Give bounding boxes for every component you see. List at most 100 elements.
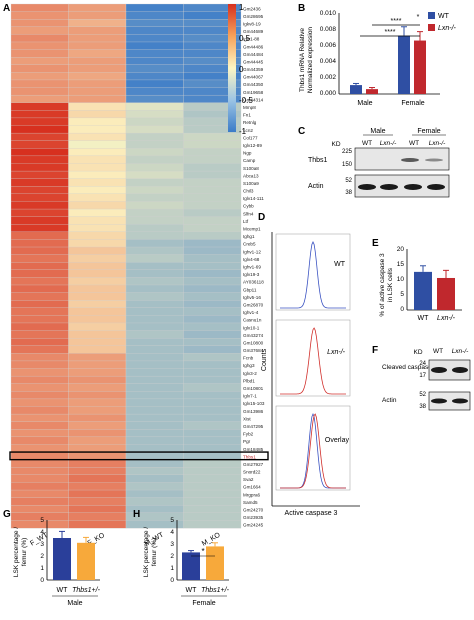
heatmap-cell	[183, 254, 242, 263]
heatmap-cell	[10, 459, 69, 468]
heatmap-cell	[125, 224, 184, 233]
heatmap-cell	[125, 239, 184, 248]
color-scale-bar	[228, 4, 236, 132]
heatmap-cell	[183, 360, 242, 369]
heatmap-cell	[125, 482, 184, 491]
blot-band	[401, 158, 419, 162]
heatmap-cell	[125, 163, 184, 172]
heatmap-gene-label: Cybb	[243, 204, 254, 209]
panel-label-e: E	[372, 238, 379, 249]
flow-histograms	[275, 233, 351, 491]
heatmap-cell	[68, 163, 127, 172]
heatmap-cell	[125, 459, 184, 468]
heatmap-cell	[125, 170, 184, 180]
heatmap-gene-label: Col177	[243, 135, 258, 140]
heatmap-cell	[125, 87, 184, 96]
bar	[182, 552, 200, 580]
heatmap-cell	[10, 262, 69, 271]
heatmap-cell	[10, 337, 69, 347]
heatmap-cell	[10, 87, 69, 96]
heatmap-cell	[68, 155, 127, 164]
panel-b-ylabel-line1: Thbs1 mRNA Relative	[299, 28, 306, 92]
heatmap-cell	[68, 474, 127, 483]
heatmap-cell	[68, 186, 127, 195]
heatmap-cell	[125, 337, 184, 347]
heatmap-cell	[125, 421, 184, 430]
heatmap-cell	[68, 19, 127, 28]
heatmap-cell	[68, 512, 127, 521]
heatmap-cell	[10, 49, 69, 58]
panel-b-bars	[350, 26, 426, 94]
heatmap-gene-label: Abca13	[243, 173, 259, 178]
blot-band-label: Actin	[308, 183, 324, 190]
heatmap-cell	[125, 64, 184, 73]
heatmap-cell	[125, 345, 184, 354]
heatmap-gene-label: Iglv14-111	[243, 196, 264, 201]
heatmap-cell	[183, 178, 242, 187]
panel-e-yaxis: 20 15 10 5 0	[397, 246, 405, 313]
bar	[437, 277, 455, 310]
heatmap-cell	[68, 391, 127, 400]
histogram-frame	[275, 319, 351, 397]
heatmap-cell	[125, 284, 184, 293]
y-tick-label: 0.008	[320, 26, 337, 33]
heatmap-cell	[125, 41, 184, 50]
heatmap-gene-label: Ighg3	[243, 363, 255, 368]
heatmap-cell	[68, 64, 127, 73]
heatmap-cell	[10, 482, 69, 491]
y-tick-label: 5	[40, 517, 44, 524]
heatmap-cell	[68, 383, 127, 392]
heatmap-cell	[125, 269, 184, 278]
heatmap-cell	[125, 330, 184, 339]
blot-strip-actin	[354, 174, 450, 198]
kd-marker: 52	[419, 392, 426, 398]
blot-strip-thbs1	[354, 147, 450, 171]
heatmap-cell	[68, 345, 127, 354]
heatmap-cell	[68, 201, 127, 210]
bar	[414, 40, 426, 94]
heatmap-gene-label: Iglv1-88	[243, 37, 260, 42]
heatmap-gene-label: Gm10801	[243, 386, 264, 391]
heatmap-cell	[10, 216, 69, 225]
panel-g-bars	[53, 530, 95, 580]
heatmap-cell	[10, 360, 69, 369]
blot-strip-actin	[428, 391, 471, 411]
panel-h-bars	[182, 542, 224, 580]
heatmap-cell	[68, 330, 127, 339]
heatmap-cell	[125, 125, 184, 134]
heatmap-cell	[183, 186, 242, 195]
heatmap-gene-label: Gm44314	[243, 97, 264, 102]
heatmap-cell	[68, 459, 127, 468]
heatmap-cell	[10, 345, 69, 354]
heatmap-cell	[68, 467, 127, 476]
heatmap-cell	[10, 406, 69, 415]
heatmap-cell	[125, 49, 184, 58]
legend-label-ko: Lxn-/-	[438, 25, 457, 32]
heatmap-cell	[68, 375, 127, 385]
kd-label: KD	[331, 141, 340, 148]
heatmap-col-label: M_KO	[201, 531, 222, 547]
heatmap-cell	[10, 429, 69, 438]
heatmap-gene-label: Gm44689	[243, 29, 264, 34]
heatmap-gene-label: Casnu1n	[243, 318, 262, 323]
heatmap-gene-label: Creb5	[243, 242, 256, 247]
heatmap-cell	[125, 201, 184, 210]
heatmap-cell	[183, 170, 242, 180]
heatmap-cell	[68, 216, 127, 225]
heatmap-cell	[68, 322, 127, 331]
bar	[206, 546, 224, 580]
heatmap-cell	[10, 451, 69, 461]
heatmap-cell	[68, 102, 127, 111]
heatmap-cell	[10, 125, 69, 134]
heatmap-cell	[125, 429, 184, 438]
heatmap-gene-label: Gm37684	[243, 348, 264, 353]
heatmap-cell	[125, 451, 184, 461]
heatmap-gene-label: Gm23935	[243, 515, 264, 520]
heatmap-cell	[183, 497, 242, 506]
y-tick-label: 0	[40, 577, 44, 584]
panel-g-ylabel-line1: LSK percentage /	[13, 527, 20, 577]
heatmap-gene-label: Mrgpra6	[243, 492, 261, 497]
heatmap-cell	[10, 3, 69, 12]
bar	[398, 35, 410, 94]
group-label: Female	[192, 600, 215, 607]
